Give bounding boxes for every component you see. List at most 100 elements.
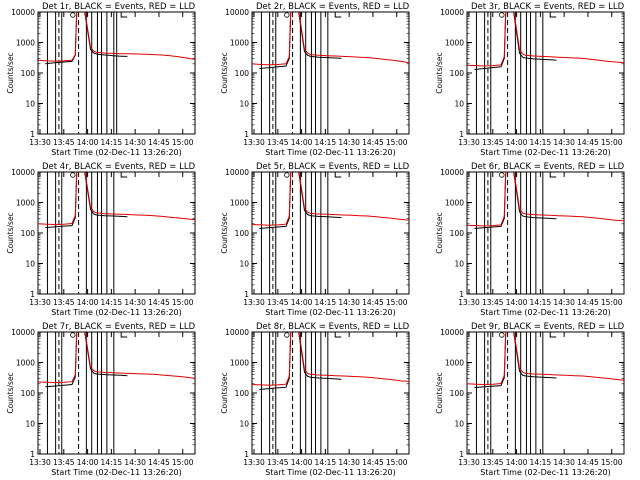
y-tick-label: 10000 [440, 8, 464, 17]
x-tick-label: 13:30 [29, 138, 51, 147]
x-tick-label: 13:30 [29, 458, 51, 467]
panel-3: Det 3r, BLACK = Events, RED = LLD 1 10 100 1… [435, 2, 625, 157]
open-circle-marker [499, 172, 505, 178]
y-tick-label: 100 [450, 69, 465, 78]
y-tick-label: 1 [30, 450, 35, 459]
panel-4: Det 4r, BLACK = Events, RED = LLD 1 10 100 1… [6, 162, 196, 317]
y-tick-label: 1 [244, 130, 249, 139]
x-tick-label: 14:45 [362, 458, 384, 467]
x-tick-label: 14:30 [124, 458, 146, 467]
open-circle-marker [70, 332, 76, 338]
x-tick-label: 14:15 [101, 458, 123, 467]
plot-area [38, 172, 195, 294]
x-tick-label: 14:45 [148, 458, 170, 467]
y-tick-label: 1000 [230, 359, 249, 368]
x-tick-label: 15:00 [172, 298, 194, 307]
x-tick-label: 14:30 [338, 138, 360, 147]
x-tick-label: 13:45 [53, 458, 75, 467]
panel-title: Det 1r, BLACK = Events, RED = LLD [42, 2, 196, 12]
x-tick-label: 14:00 [506, 458, 528, 467]
y-tick-label: 100 [450, 229, 465, 238]
x-tick-label: 13:45 [482, 458, 504, 467]
open-circle-marker [70, 12, 76, 18]
x-tick-label: 14:30 [124, 298, 146, 307]
x-tick-label: 15:00 [601, 458, 623, 467]
x-tick-label: 14:00 [506, 298, 528, 307]
panel-8: Det 8r, BLACK = Events, RED = LLD 1 10 100 1… [220, 322, 410, 477]
x-tick-label: 14:45 [148, 298, 170, 307]
open-circle-marker [499, 332, 505, 338]
y-tick-label: 10 [454, 420, 464, 429]
y-tick-label: 10000 [11, 328, 35, 337]
panel-6: Det 6r, BLACK = Events, RED = LLD 1 10 100 1… [435, 162, 625, 317]
y-tick-label: 100 [21, 229, 36, 238]
step-marker [334, 332, 342, 338]
y-axis-label: Counts/sec [6, 52, 15, 93]
y-axis-label: Counts/sec [435, 372, 444, 413]
y-tick-label: 1 [244, 450, 249, 459]
x-tick-label: 13:30 [458, 458, 480, 467]
panel-title: Det 5r, BLACK = Events, RED = LLD [256, 162, 410, 172]
y-tick-label: 1000 [445, 199, 464, 208]
x-tick-label: 13:30 [458, 138, 480, 147]
y-tick-label: 1000 [230, 39, 249, 48]
x-tick-label: 14:15 [315, 458, 337, 467]
x-tick-label: 14:15 [530, 138, 552, 147]
red-series-line [467, 12, 624, 67]
x-tick-label: 14:30 [338, 298, 360, 307]
panel-title: Det 4r, BLACK = Events, RED = LLD [42, 162, 196, 172]
step-marker [549, 12, 557, 18]
x-tick-label: 13:30 [243, 138, 265, 147]
y-tick-label: 100 [21, 389, 36, 398]
x-axis-label: Start Time (02-Dec-11 13:26:20) [480, 308, 611, 317]
open-circle-marker [284, 332, 290, 338]
x-tick-label: 13:45 [267, 138, 289, 147]
red-series-line [252, 172, 409, 226]
y-tick-label: 1000 [16, 199, 35, 208]
x-tick-label: 14:00 [291, 298, 313, 307]
y-tick-label: 1000 [445, 359, 464, 368]
x-tick-label: 14:30 [124, 138, 146, 147]
x-tick-label: 13:30 [243, 298, 265, 307]
x-tick-label: 14:45 [148, 138, 170, 147]
y-tick-label: 1 [244, 290, 249, 299]
x-tick-label: 13:30 [243, 458, 265, 467]
x-tick-label: 15:00 [386, 458, 408, 467]
plot-area [38, 12, 195, 134]
x-tick-label: 13:45 [53, 138, 75, 147]
x-axis-label: Start Time (02-Dec-11 13:26:20) [51, 148, 182, 157]
y-axis-label: Counts/sec [6, 372, 15, 413]
y-tick-label: 10 [454, 100, 464, 109]
y-axis-label: Counts/sec [220, 52, 229, 93]
x-tick-label: 14:00 [291, 458, 313, 467]
panel-title: Det 6r, BLACK = Events, RED = LLD [471, 162, 625, 172]
x-tick-label: 14:45 [577, 458, 599, 467]
x-tick-label: 14:15 [315, 138, 337, 147]
red-series-line [38, 172, 195, 226]
y-tick-label: 1000 [16, 359, 35, 368]
x-tick-label: 14:30 [553, 298, 575, 307]
y-tick-label: 10 [25, 420, 35, 429]
y-tick-label: 10000 [225, 168, 249, 177]
x-tick-label: 14:45 [577, 298, 599, 307]
panel-2: Det 2r, BLACK = Events, RED = LLD 1 10 100 1… [220, 2, 410, 157]
x-tick-label: 14:15 [530, 458, 552, 467]
open-circle-marker [499, 12, 505, 18]
y-tick-label: 1 [459, 290, 464, 299]
x-tick-label: 14:30 [553, 138, 575, 147]
x-tick-label: 14:45 [362, 138, 384, 147]
y-tick-label: 100 [235, 389, 250, 398]
x-tick-label: 14:15 [315, 298, 337, 307]
y-tick-label: 10000 [225, 328, 249, 337]
red-series-line [38, 12, 195, 62]
x-tick-label: 13:30 [29, 298, 51, 307]
plot-area [252, 172, 409, 294]
x-tick-label: 14:00 [77, 138, 99, 147]
x-tick-label: 15:00 [386, 298, 408, 307]
plot-area [38, 332, 195, 454]
panel-title: Det 3r, BLACK = Events, RED = LLD [471, 2, 625, 12]
x-axis-label: Start Time (02-Dec-11 13:26:20) [265, 308, 396, 317]
x-tick-label: 14:15 [101, 138, 123, 147]
y-tick-label: 1000 [16, 39, 35, 48]
y-tick-label: 1 [30, 130, 35, 139]
